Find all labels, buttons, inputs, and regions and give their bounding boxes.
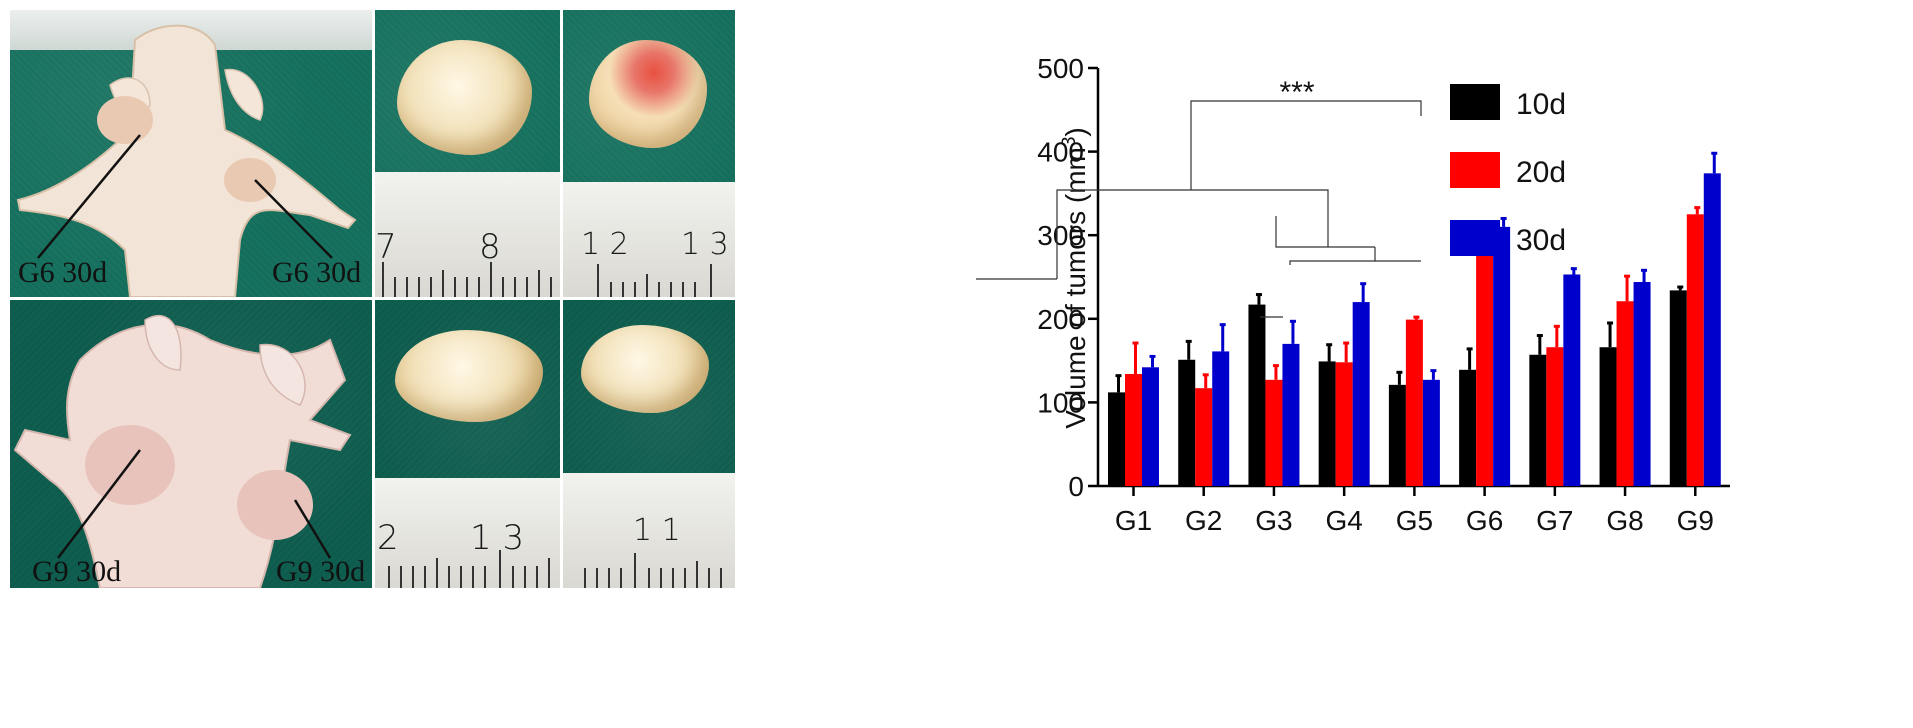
ruler-label-7: 7 — [375, 227, 397, 267]
y-tick-label: 200 — [1037, 304, 1084, 335]
y-tick-label: 0 — [1068, 471, 1084, 502]
tumor-g9-b — [581, 325, 709, 413]
ruler-label-8: 8 — [479, 227, 501, 267]
x-tick-label: G6 — [1466, 505, 1503, 536]
bar — [1686, 214, 1704, 487]
legend-swatch — [1450, 84, 1500, 120]
bar — [1422, 379, 1440, 486]
legend-swatch — [1450, 220, 1500, 256]
tumor-g9-a — [395, 330, 543, 422]
bar — [1248, 304, 1266, 486]
photo-panel: G6 30d G6 30d 7 8 — [10, 10, 905, 718]
mouse-g9-illustration — [13, 314, 352, 588]
tumor-g6-a — [397, 40, 532, 155]
bar — [1546, 347, 1564, 486]
ruler-label-13b: 1 3 — [470, 518, 525, 558]
photo-g6-tumor-a: 7 8 — [375, 10, 560, 297]
ruler-label-12: 1 2 — [581, 227, 629, 262]
bar — [1108, 392, 1125, 486]
legend-label: 30d — [1516, 224, 1566, 257]
ruler-g9-a: 2 1 3 — [375, 478, 560, 588]
axes: 0 100 200 300 400 500 G1 G2 G3 G4 G5 G6 G7 G8 G9 — [1037, 53, 1730, 536]
ruler-g9-b: 1 1 — [563, 473, 735, 588]
legend-swatch — [1450, 152, 1500, 188]
x-tick-label: G5 — [1396, 505, 1433, 536]
x-tick-label: G9 — [1677, 505, 1714, 536]
bar — [1703, 173, 1721, 486]
y-axis-label: Volume of tumors (mm3) — [1059, 127, 1091, 429]
photo-g9-tumor-b: 1 1 — [563, 300, 735, 588]
caption-g6-left: G6 30d — [18, 256, 108, 289]
bar — [1265, 379, 1283, 486]
bar — [1616, 301, 1634, 486]
caption-g9-right: G9 30d — [276, 555, 366, 588]
ruler-label-2: 2 — [377, 518, 399, 558]
significance-annotation: *** — [1279, 76, 1314, 109]
bar — [1633, 282, 1651, 486]
bar — [1405, 319, 1423, 486]
x-tick-label: G1 — [1115, 505, 1152, 536]
ruler-label-11: 1 1 — [633, 513, 681, 548]
ruler-label-13: 1 3 — [681, 227, 729, 262]
x-tick-label: G8 — [1606, 505, 1643, 536]
ruler-g6-a: 7 8 — [375, 172, 560, 297]
bar — [1476, 230, 1494, 486]
bar — [1669, 290, 1687, 486]
photo-g6-tumor-b: 1 2 1 3 — [563, 10, 735, 297]
y-tick-label: 100 — [1037, 387, 1084, 418]
bar — [1178, 359, 1196, 486]
caption-g6-right: G6 30d — [272, 256, 362, 289]
y-tick-label: 400 — [1037, 137, 1084, 168]
legend: 10d 20d 30d — [1450, 84, 1566, 257]
bar — [1529, 354, 1547, 486]
caption-g9-left: G9 30d — [32, 555, 122, 588]
bar — [1335, 362, 1353, 486]
mouse-g6-illustration — [16, 24, 357, 297]
y-tick-label: 300 — [1037, 220, 1084, 251]
photo-g9-tumor-a: 2 1 3 — [375, 300, 560, 588]
bar — [1318, 361, 1336, 486]
legend-label: 20d — [1516, 156, 1566, 189]
bar — [1352, 302, 1370, 486]
bar — [1125, 373, 1142, 486]
x-tick-label: G4 — [1325, 505, 1362, 536]
x-tick-label: G2 — [1185, 505, 1222, 536]
bar — [1493, 226, 1511, 486]
significance-brackets — [976, 100, 1422, 318]
bar — [1282, 343, 1300, 486]
x-tick-label: G7 — [1536, 505, 1573, 536]
x-tick-label: G3 — [1255, 505, 1292, 536]
bar — [1599, 347, 1617, 486]
bar — [1459, 369, 1477, 486]
y-tick-label: 500 — [1037, 53, 1084, 84]
bar — [1142, 367, 1159, 486]
bars — [1108, 151, 1721, 487]
bar — [1563, 274, 1581, 486]
bar — [1195, 388, 1213, 486]
legend-label: 10d — [1516, 88, 1566, 121]
tumor-volume-chart: Volume of tumors (mm3) 0 100 200 300 400 500 G… — [976, 53, 1730, 536]
bar — [1388, 384, 1406, 486]
ruler-g6-b: 1 2 1 3 — [563, 182, 735, 297]
bar — [1212, 351, 1230, 486]
photo-g6-mouse: G6 30d G6 30d — [10, 10, 372, 297]
photo-g9-mouse: G9 30d G9 30d — [10, 300, 372, 588]
tumor-g6-b — [589, 40, 707, 148]
